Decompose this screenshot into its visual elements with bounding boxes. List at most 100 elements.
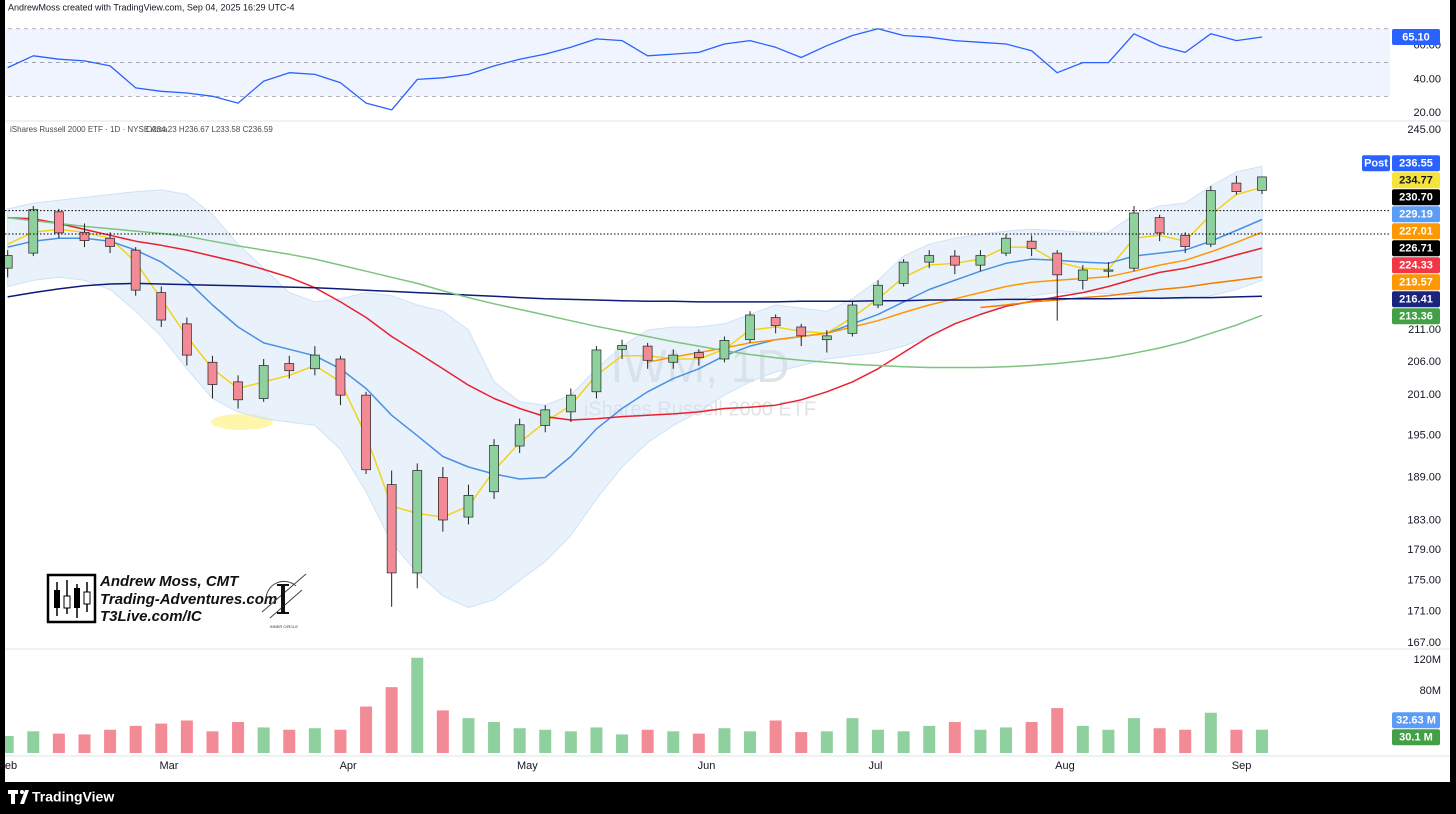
value-label-box	[1392, 29, 1440, 46]
candle-body	[284, 363, 295, 372]
candle-body	[412, 470, 423, 574]
candle-body	[514, 424, 525, 447]
volume-pane	[5, 657, 1269, 753]
candle-body	[617, 345, 627, 350]
volume-bar	[744, 731, 757, 753]
moving-average	[7, 282, 1263, 303]
candle-body	[591, 349, 602, 393]
value-label: 30.1 M	[1399, 732, 1433, 744]
candle-body	[693, 352, 704, 359]
volume-bar	[78, 734, 91, 753]
candle-body	[105, 237, 115, 247]
x-tick-label: May	[517, 760, 538, 772]
volume-bar	[334, 729, 347, 753]
footer-logo	[8, 790, 29, 804]
volume-bar	[1128, 718, 1141, 753]
y-tick-label: 201.00	[1407, 389, 1441, 401]
x-tick-label: Sep	[1232, 760, 1252, 772]
volume-bar	[692, 733, 705, 753]
brand-site: Trading-Adventures.com	[100, 591, 277, 608]
value-label: 65.10	[1402, 31, 1430, 43]
value-label: 236.55	[1399, 158, 1433, 170]
volume-bar	[1000, 727, 1013, 753]
inner-circle-logo	[261, 573, 307, 619]
candle-body	[258, 365, 269, 399]
candle-body	[1205, 190, 1216, 245]
volume-bar	[539, 729, 552, 753]
candle-body	[770, 317, 781, 327]
moving-average	[647, 231, 1263, 363]
candle-body	[1026, 240, 1037, 249]
rsi-pane	[5, 28, 1390, 111]
brand-link: T3Live.com/IC	[100, 608, 203, 625]
y-tick-label: 245.00	[1407, 124, 1441, 136]
badge-text: INNER CIRCLE	[270, 624, 299, 629]
volume-bar	[667, 731, 680, 753]
value-label: 230.70	[1399, 192, 1433, 204]
x-tick-label: Mar	[159, 760, 178, 772]
volume-bar	[104, 729, 117, 753]
y-tick-label: 175.00	[1407, 574, 1441, 586]
candle-body	[540, 409, 551, 426]
y-tick-label: 167.00	[1407, 637, 1441, 649]
candle-body	[1077, 269, 1088, 281]
candle-body	[1180, 234, 1191, 247]
volume-bar	[283, 729, 296, 753]
candle-body	[463, 495, 474, 518]
candle-body	[1257, 176, 1267, 191]
volume-bar	[513, 728, 526, 753]
volume-bar	[641, 729, 654, 753]
candle-body	[79, 231, 90, 241]
moving-average	[7, 216, 1263, 421]
y-tick-label: 179.00	[1407, 544, 1441, 556]
brand-logo	[46, 573, 97, 624]
volume-bar	[1256, 729, 1269, 753]
volume-bar	[155, 723, 168, 753]
value-label: 226.71	[1399, 243, 1433, 255]
value-label: 227.01	[1399, 226, 1433, 238]
volume-bar	[257, 727, 270, 753]
x-tick-label: Feb	[0, 760, 17, 772]
y-tick-label: 80M	[1420, 685, 1441, 697]
volume-bar	[1153, 728, 1166, 753]
candle-body	[54, 211, 64, 234]
candle-body	[565, 394, 576, 413]
candle-body	[975, 255, 986, 266]
x-tick-label: Jul	[868, 760, 882, 772]
candle-body	[156, 292, 167, 321]
price-pane	[5, 165, 1390, 609]
volume-bar	[27, 731, 40, 753]
value-label: 229.19	[1399, 209, 1433, 221]
volume-bar	[129, 725, 142, 753]
y-tick-label: 211.00	[1408, 324, 1441, 336]
footer-text: TradingView	[32, 789, 114, 805]
watermark-name: iShares Russell 2000 ETF	[584, 398, 816, 420]
y-tick-label: 206.00	[1407, 356, 1441, 368]
candle-body	[1001, 237, 1011, 254]
y-tick-label: 120M	[1413, 654, 1441, 666]
candle-body	[233, 381, 243, 401]
candle-body	[335, 358, 346, 396]
value-label-box	[1392, 291, 1440, 308]
value-label-box	[1392, 223, 1440, 240]
candle-body	[130, 249, 141, 291]
value-label-box	[1392, 240, 1440, 257]
candle-body	[1129, 212, 1139, 269]
value-label-box	[1392, 729, 1440, 746]
value-label-box	[1392, 189, 1440, 206]
candle-body	[361, 394, 371, 471]
volume-bar	[436, 710, 449, 753]
volume-bar	[360, 706, 373, 753]
volume-bar	[232, 722, 245, 753]
volume-bar	[385, 687, 398, 753]
value-label-box	[1392, 206, 1440, 223]
value-label: 32.63 M	[1396, 715, 1436, 727]
highlight	[211, 414, 273, 430]
volume-bar	[180, 720, 193, 753]
volume-bar	[872, 729, 885, 753]
volume-bar	[820, 731, 833, 753]
y-tick-label: 40.00	[1413, 73, 1441, 85]
candle-body	[949, 255, 960, 266]
candle-body	[5, 255, 13, 269]
